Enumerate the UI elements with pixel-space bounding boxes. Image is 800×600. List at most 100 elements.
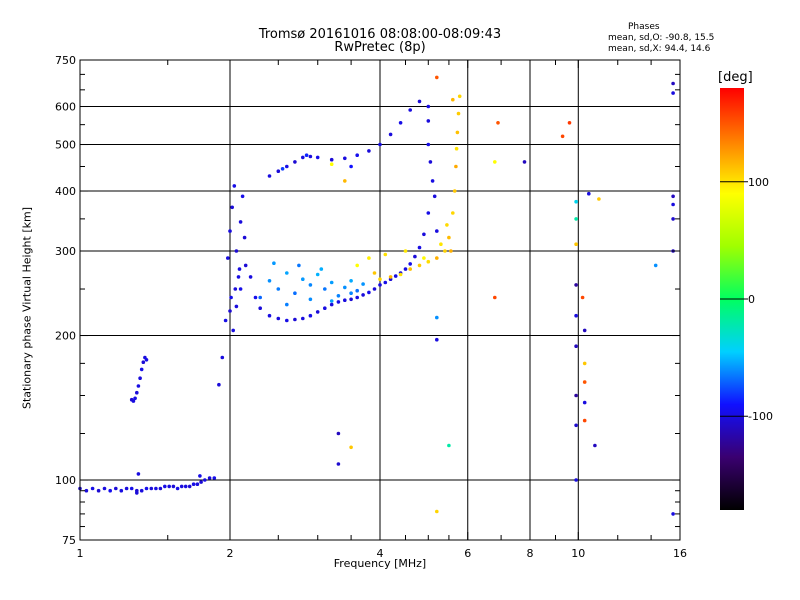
echo-point	[114, 486, 118, 491]
echo-point	[267, 279, 272, 283]
echo-point	[372, 271, 377, 275]
echo-point	[119, 488, 124, 493]
echo-point	[582, 400, 587, 405]
echo-point	[378, 142, 382, 147]
echo-point	[432, 194, 437, 199]
echo-point	[102, 486, 107, 491]
echo-point	[417, 245, 422, 250]
echo-point	[398, 272, 403, 277]
chart-title: Tromsø 20161016 08:08:00-08:09:43	[258, 27, 502, 42]
echo-point	[315, 272, 320, 277]
echo-point	[232, 184, 237, 188]
echo-point	[451, 97, 455, 102]
echo-point	[228, 229, 232, 233]
echo-point	[308, 297, 313, 302]
echo-point	[597, 197, 601, 201]
echo-point	[388, 275, 393, 279]
echo-point	[349, 291, 353, 296]
echo-point	[323, 287, 327, 291]
echo-point	[96, 488, 101, 493]
echo-point	[417, 99, 422, 104]
echo-point	[454, 146, 459, 151]
echo-points	[78, 75, 675, 516]
echo-point	[220, 355, 225, 360]
echo-point	[187, 484, 192, 489]
y-tick-label: 75	[62, 534, 76, 547]
echo-point	[408, 267, 413, 271]
echo-point	[426, 104, 431, 109]
echo-point	[84, 488, 89, 493]
x-tick-label: 6	[464, 547, 471, 560]
echo-point	[133, 396, 137, 401]
echo-point	[426, 259, 431, 264]
echo-point	[267, 174, 272, 178]
y-tick-label: 100	[55, 474, 76, 487]
echo-point	[403, 267, 408, 271]
echo-point	[139, 367, 144, 372]
echo-point	[276, 169, 281, 173]
echo-point	[131, 399, 136, 403]
phase-stats-o-mode: mean, sd,O: -90.8, 15.5	[608, 33, 715, 43]
echo-point	[285, 302, 289, 307]
colorbar-label: [deg]	[718, 70, 753, 85]
echo-point	[403, 249, 408, 253]
echo-point	[361, 293, 365, 297]
x-tick-label: 10	[571, 547, 585, 560]
echo-point	[671, 512, 675, 516]
echo-point	[430, 179, 435, 183]
echo-point	[336, 300, 341, 304]
echo-point	[233, 287, 238, 291]
echo-point	[336, 462, 341, 466]
echo-point	[238, 220, 243, 224]
echo-point	[258, 306, 263, 311]
echo-point	[567, 121, 572, 125]
echo-point	[671, 217, 675, 221]
echo-point	[234, 249, 239, 253]
x-tick-label: 8	[527, 547, 534, 560]
echo-point	[124, 486, 129, 491]
echo-point	[163, 484, 167, 489]
echo-point	[293, 317, 297, 322]
echo-point	[383, 280, 388, 285]
echo-point	[343, 179, 347, 183]
echo-point	[212, 476, 217, 480]
echo-point	[367, 256, 371, 260]
echo-point	[671, 81, 675, 86]
echo-point	[329, 280, 334, 285]
echo-point	[135, 491, 139, 495]
echo-point	[183, 484, 188, 489]
x-tick-label: 2	[227, 547, 234, 560]
echo-point	[574, 199, 578, 204]
echo-point	[240, 194, 245, 199]
echo-point	[243, 263, 248, 268]
x-tick-label: 1	[77, 547, 84, 560]
echo-point	[343, 156, 347, 161]
echo-point	[301, 155, 305, 160]
echo-point	[349, 297, 353, 302]
echo-point	[203, 478, 207, 482]
echo-point	[452, 189, 457, 193]
echo-point	[129, 486, 134, 491]
echo-point	[445, 223, 449, 227]
echo-point	[426, 119, 431, 123]
echo-point	[198, 474, 202, 478]
echo-point	[301, 277, 305, 282]
x-tick-label: 4	[377, 547, 384, 560]
echo-point	[228, 309, 232, 313]
echo-point	[191, 482, 196, 487]
echo-point	[522, 160, 527, 164]
echo-point	[447, 235, 451, 240]
echo-point	[422, 256, 426, 260]
echo-point	[276, 287, 281, 291]
echo-point	[329, 157, 334, 162]
echo-point	[574, 344, 578, 349]
echo-point	[349, 164, 353, 169]
echo-point	[426, 142, 431, 147]
echo-point	[393, 274, 398, 278]
echo-point	[587, 191, 591, 196]
echo-point	[355, 153, 360, 157]
y-tick-label: 200	[55, 330, 76, 343]
echo-point	[154, 486, 158, 491]
echo-point	[285, 164, 289, 169]
y-tick-label: 750	[55, 54, 76, 67]
